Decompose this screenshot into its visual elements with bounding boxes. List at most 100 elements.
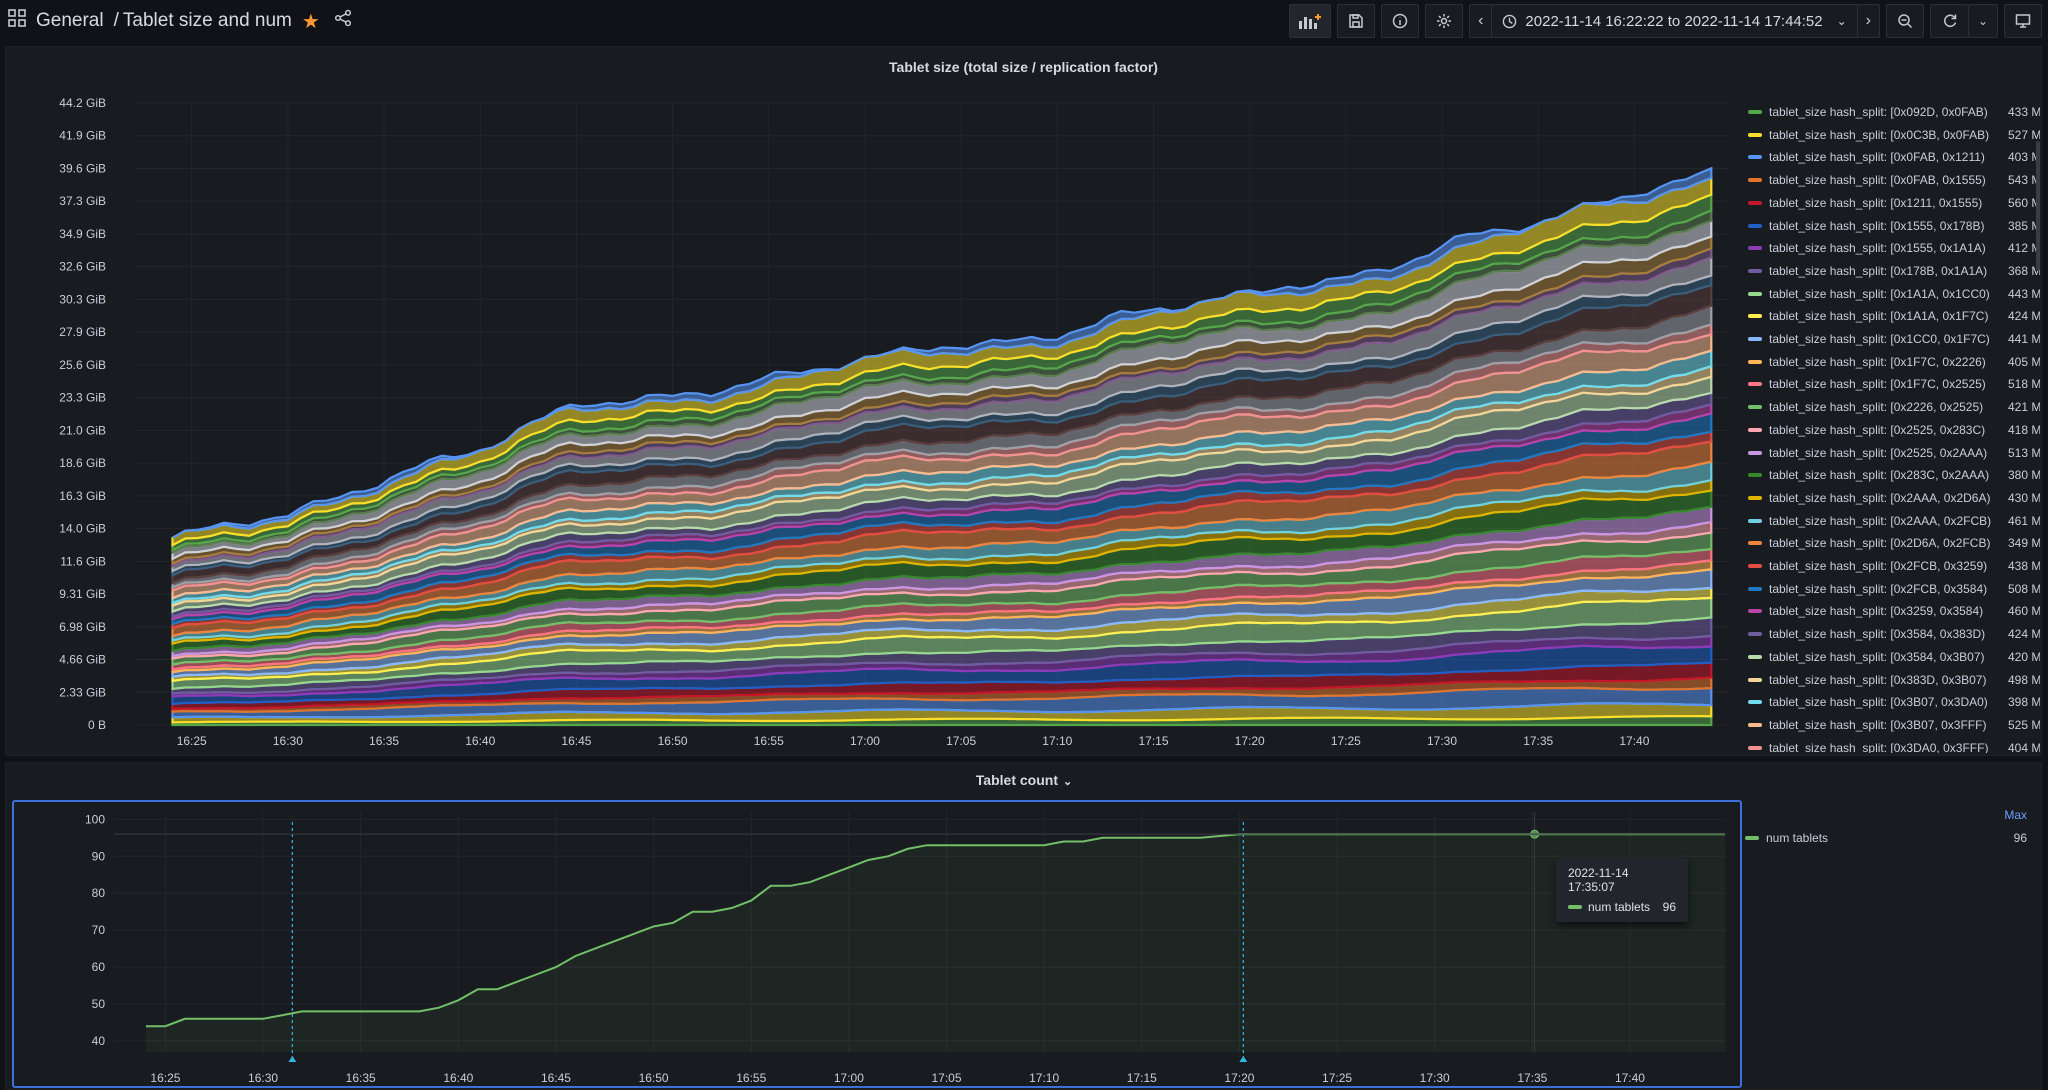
time-shift-back-button[interactable]: ‹ (1470, 5, 1493, 37)
legend-item[interactable]: tablet_size hash_split: [0x2226, 0x2525)… (1748, 396, 2040, 418)
legend-series-value: 398 M (2008, 695, 2040, 710)
star-icon[interactable]: ★ (301, 10, 320, 33)
legend-item[interactable]: tablet_size hash_split: [0x1211, 0x1555)… (1748, 192, 2040, 214)
legend-series-value: 424 M (2008, 309, 2040, 324)
x-tick-label: 16:40 (465, 734, 495, 747)
legend-item[interactable]: tablet_size hash_split: [0x2525, 0x2AAA)… (1748, 442, 2040, 464)
x-tick-label: 16:30 (273, 734, 303, 747)
x-tick-label: 17:20 (1224, 1071, 1254, 1085)
legend-item[interactable]: num tablets 96 (1745, 828, 2030, 848)
breadcrumb-folder[interactable]: General (36, 10, 104, 31)
legend-swatch (1748, 450, 1762, 455)
legend-item[interactable]: tablet_size hash_split: [0x1F7C, 0x2226)… (1748, 351, 2040, 373)
x-tick-label: 17:25 (1331, 734, 1361, 747)
legend-item[interactable]: tablet_size hash_split: [0x2AAA, 0x2D6A)… (1748, 487, 2040, 509)
legend-series-name: tablet_size hash_split: [0x3DA0, 0x3FFF) (1769, 740, 1989, 753)
legend-swatch (1745, 836, 1759, 840)
legend-item[interactable]: tablet_size hash_split: [0x2FCB, 0x3259)… (1748, 555, 2040, 577)
x-tick-label: 17:35 (1517, 1071, 1547, 1085)
legend-series-name: tablet_size hash_split: [0x3259, 0x3584) (1769, 604, 1984, 619)
time-range-button[interactable]: 2022-11-14 16:22:22 to 2022-11-14 17:44:… (1492, 5, 1858, 37)
legend-item[interactable]: tablet_size hash_split: [0x2D6A, 0x2FCB)… (1748, 532, 2040, 554)
legend-item[interactable]: tablet_size hash_split: [0x0FAB, 0x1555)… (1748, 169, 2040, 191)
legend-item[interactable]: tablet_size hash_split: [0x383D, 0x3B07)… (1748, 669, 2040, 691)
legend-series-name: tablet_size hash_split: [0x383D, 0x3B07) (1769, 672, 1987, 687)
legend-series-value: 527 M (2008, 127, 2040, 142)
y-tick-label: 90 (92, 849, 106, 863)
legend-swatch (1748, 586, 1762, 591)
dashboard-settings-button[interactable] (1425, 4, 1464, 38)
share-icon[interactable] (334, 9, 352, 33)
dashboard-title[interactable]: Tablet size and num (122, 10, 292, 31)
legend-swatch (1748, 223, 1762, 228)
dashboards-grid-icon[interactable] (8, 9, 26, 33)
y-tick-label: 27.9 GiB (59, 325, 106, 339)
legend-series-name: tablet_size hash_split: [0x0C3B, 0x0FAB) (1769, 127, 1990, 142)
tablet-count-panel (5, 762, 2042, 1090)
add-panel-button[interactable] (1289, 4, 1332, 38)
legend-item[interactable]: tablet_size hash_split: [0x3B07, 0x3FFF)… (1748, 714, 2040, 736)
dashboard-info-button[interactable] (1381, 4, 1420, 38)
legend-item[interactable]: tablet_size hash_split: [0x1A1A, 0x1CC0)… (1748, 283, 2040, 305)
legend-item[interactable]: tablet_size hash_split: [0x3B07, 0x3DA0)… (1748, 691, 2040, 713)
y-tick-label: 6.98 GiB (59, 620, 106, 634)
legend-item[interactable]: tablet_size hash_split: [0x2525, 0x283C)… (1748, 419, 2040, 441)
series-area (171, 166, 1713, 539)
refresh-interval-dropdown[interactable]: ⌄ (1968, 4, 1998, 38)
tooltip-time: 2022-11-14 17:35:07 (1568, 866, 1629, 894)
time-shift-forward-button[interactable]: › (1865, 12, 1871, 29)
y-tick-label: 9.31 GiB (59, 587, 106, 601)
legend-series-value: 518 M (2008, 377, 2040, 392)
legend-item[interactable]: tablet_size hash_split: [0x1A1A, 0x1F7C)… (1748, 305, 2040, 327)
tablet-size-chart[interactable]: 0 B 2.33 GiB 4.66 GiB 6.98 GiB 9.31 GiB 11.6 … (6, 47, 1738, 747)
legend-item[interactable]: tablet_size hash_split: [0x3259, 0x3584)… (1748, 600, 2040, 622)
x-tick-label: 17:30 (1427, 734, 1457, 747)
series-fill (145, 834, 1726, 1052)
x-tick-label: 17:10 (1042, 734, 1072, 747)
legend-item[interactable]: tablet_size hash_split: [0x0FAB, 0x1211)… (1748, 146, 2040, 168)
x-tick-label: 16:50 (658, 734, 688, 747)
refresh-button[interactable] (1930, 4, 1968, 38)
legend-item[interactable]: tablet_size hash_split: [0x2FCB, 0x3584)… (1748, 578, 2040, 600)
x-tick-label: 17:05 (931, 1071, 961, 1085)
legend-item[interactable]: tablet_size hash_split: [0x2AAA, 0x2FCB)… (1748, 510, 2040, 532)
legend-item[interactable]: tablet_size hash_split: [0x1555, 0x1A1A)… (1748, 237, 2040, 259)
legend-series-name: tablet_size hash_split: [0x178B, 0x1A1A) (1769, 263, 1988, 278)
legend-series-name: tablet_size hash_split: [0x092D, 0x0FAB) (1769, 105, 1988, 119)
y-tick-label: 40 (92, 1034, 106, 1048)
legend-series-value: 418 M (2008, 422, 2040, 437)
annotation-caret[interactable] (1239, 1056, 1248, 1062)
legend-series-name: tablet_size hash_split: [0x2FCB, 0x3259) (1769, 559, 1988, 573)
x-tick-label: 17:15 (1127, 1071, 1157, 1085)
y-tick-label: 32.6 GiB (59, 260, 106, 274)
tv-mode-button[interactable] (2004, 4, 2042, 38)
legend-max-header[interactable]: Max (2004, 808, 2027, 822)
legend-series-name: num tablets (1766, 831, 1829, 845)
annotation-caret[interactable] (288, 1056, 297, 1062)
x-tick-label: 17:40 (1615, 1071, 1645, 1085)
legend-series-value: 513 M (2008, 445, 2040, 460)
legend-item[interactable]: tablet_size hash_split: [0x1CC0, 0x1F7C)… (1748, 328, 2040, 350)
save-dashboard-button[interactable] (1337, 4, 1376, 38)
legend-item[interactable]: tablet_size hash_split: [0x1F7C, 0x2525)… (1748, 373, 2040, 395)
legend-item[interactable]: tablet_size hash_split: [0x3584, 0x383D)… (1748, 623, 2040, 645)
legend-item[interactable]: tablet_size hash_split: [0x3584, 0x3B07)… (1748, 646, 2040, 668)
legend-swatch (1748, 405, 1762, 410)
legend-item[interactable]: tablet_size hash_split: [0x0C3B, 0x0FAB)… (1748, 124, 2040, 146)
legend-item[interactable]: tablet_size hash_split: [0x1555, 0x178B)… (1748, 215, 2040, 237)
legend-item[interactable]: tablet_size hash_split: [0x283C, 0x2AAA)… (1748, 464, 2040, 486)
legend-swatch (1748, 700, 1762, 705)
x-tick-label: 17:40 (1619, 734, 1649, 747)
y-tick-label: 41.9 GiB (59, 129, 106, 143)
zoom-out-button[interactable] (1886, 4, 1924, 38)
legend-swatch (1748, 564, 1762, 568)
legend-scrollbar[interactable] (2036, 141, 2040, 271)
tablet-count-chart[interactable]: 40 50 60 70 80 90 100 16:25 16:30 16:35 16:40 16:45… (0, 790, 1740, 1090)
legend-item[interactable]: tablet_size hash_split: [0x092D, 0x0FAB)… (1748, 101, 2040, 123)
count-legend: Max num tablets 96 (1745, 806, 2030, 866)
legend-item[interactable]: tablet_size hash_split: [0x178B, 0x1A1A)… (1748, 260, 2040, 282)
panel-title[interactable]: Tablet count ⌄ (975, 772, 1073, 788)
focused-panel-area[interactable] (12, 800, 1742, 1088)
panel-title[interactable]: Tablet size (total size / replication fa… (889, 59, 1158, 75)
legend-item[interactable]: tablet_size hash_split: [0x3DA0, 0x3FFF)… (1748, 737, 2040, 753)
